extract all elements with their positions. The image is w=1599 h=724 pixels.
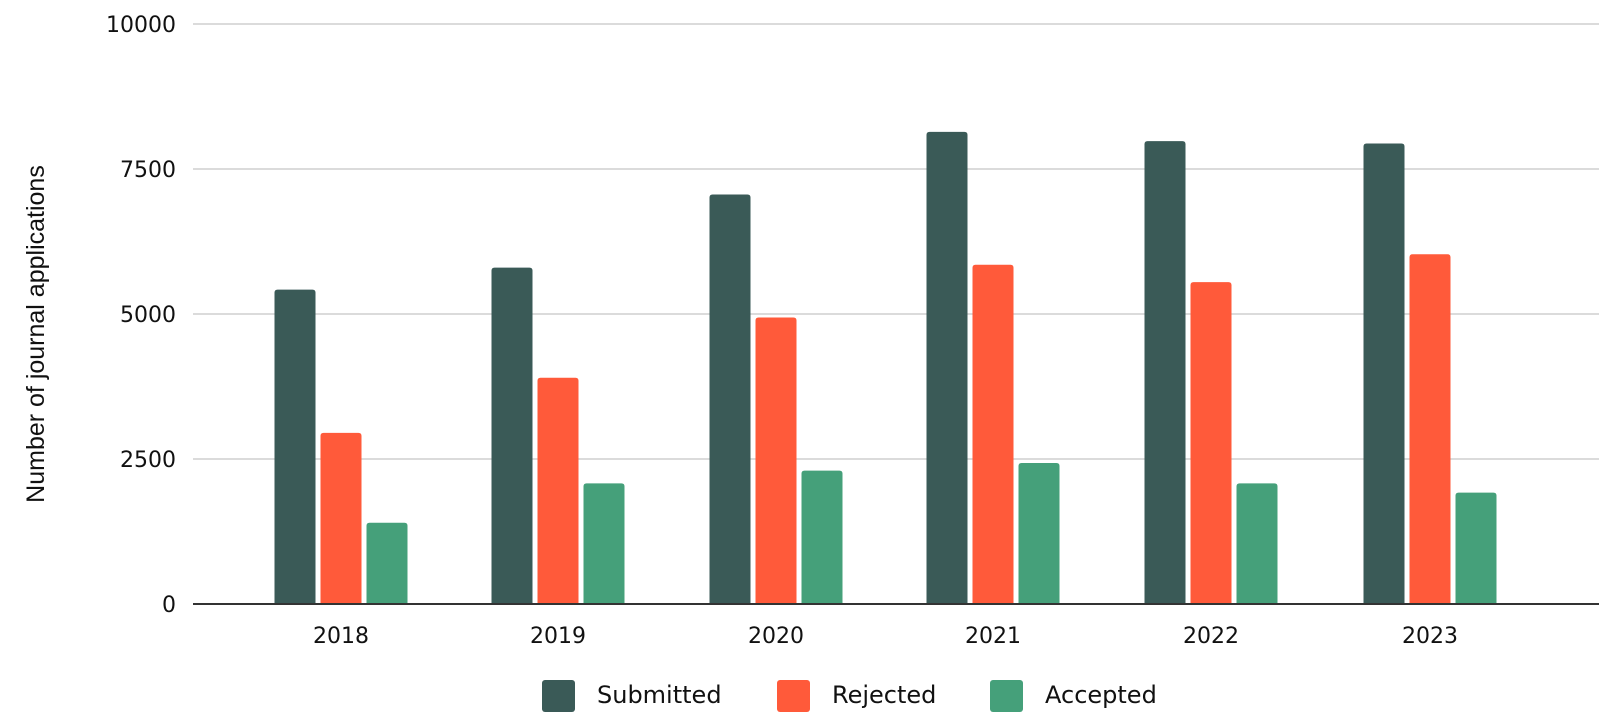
y-tick-label: 10000 [106, 13, 176, 38]
bar-submitted-2018 [274, 289, 316, 604]
legend: Submitted Rejected Accepted [542, 680, 1157, 712]
bar-submitted-2023 [1363, 143, 1405, 605]
bar-accepted-2022 [1236, 483, 1278, 604]
y-axis-title: Number of journal applications [22, 165, 50, 503]
x-tick-label: 2019 [530, 624, 586, 649]
x-tick-labels: 2018 2019 2020 2021 2022 2023 [313, 624, 1458, 649]
bar-rejected-2020 [755, 317, 797, 604]
x-tick-label: 2020 [748, 624, 804, 649]
bar-submitted-2019 [491, 267, 533, 604]
bar-accepted-2019 [583, 483, 625, 604]
legend-label: Accepted [1045, 681, 1157, 709]
legend-item-rejected: Rejected [777, 680, 936, 712]
bar-submitted-2020 [709, 194, 751, 604]
bar-rejected-2019 [537, 377, 579, 604]
legend-swatch [542, 680, 575, 712]
bar-rejected-2022 [1190, 282, 1232, 604]
y-tick-label: 2500 [120, 448, 176, 473]
bar-rejected-2021 [972, 264, 1014, 604]
y-tick-label: 5000 [120, 303, 176, 328]
bar-accepted-2023 [1455, 492, 1497, 604]
x-tick-label: 2021 [965, 624, 1021, 649]
x-tick-label: 2018 [313, 624, 369, 649]
bar-rejected-2023 [1409, 254, 1451, 604]
bars [274, 131, 1497, 605]
legend-swatch [777, 680, 810, 712]
bar-accepted-2018 [366, 522, 408, 604]
y-tick-label: 7500 [120, 158, 176, 183]
bar-accepted-2021 [1018, 463, 1060, 604]
y-tick-label: 0 [162, 593, 176, 618]
x-tick-label: 2022 [1183, 624, 1239, 649]
legend-label: Rejected [832, 681, 936, 709]
bar-rejected-2018 [320, 432, 362, 604]
legend-item-accepted: Accepted [990, 680, 1157, 712]
legend-swatch [990, 680, 1023, 712]
bar-submitted-2022 [1144, 141, 1186, 604]
bar-accepted-2020 [801, 470, 843, 604]
x-tick-label: 2023 [1402, 624, 1458, 649]
legend-label: Submitted [597, 681, 722, 709]
y-tick-labels: 0 2500 5000 7500 10000 [106, 13, 176, 618]
bar-submitted-2021 [926, 131, 968, 604]
legend-item-submitted: Submitted [542, 680, 722, 712]
